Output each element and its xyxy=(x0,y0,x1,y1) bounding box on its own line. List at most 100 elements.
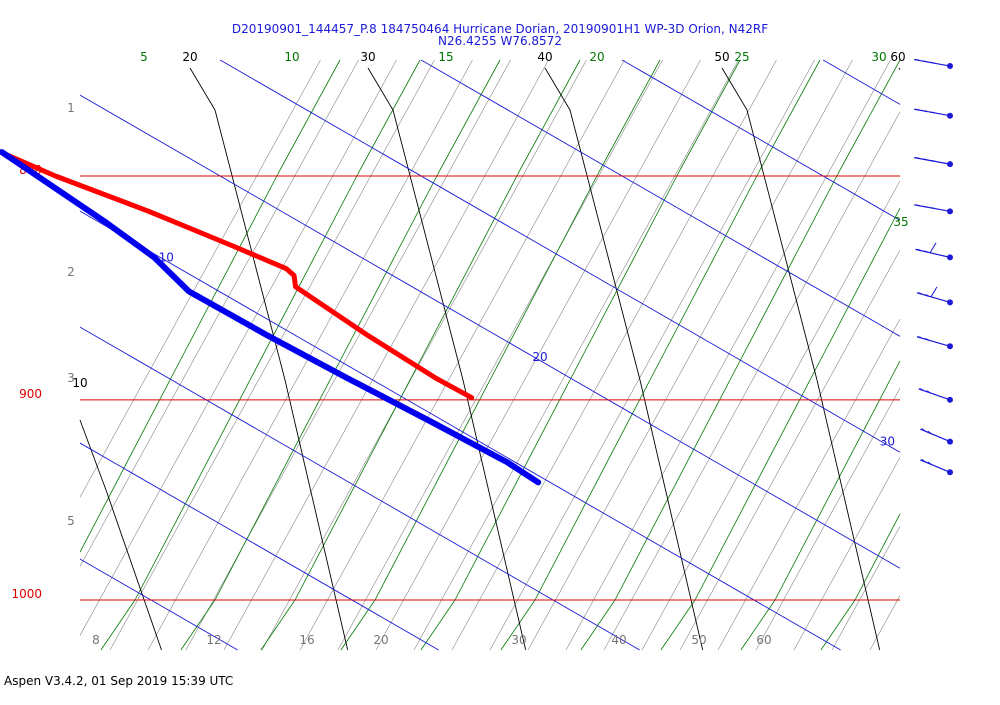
dewpoint-trace xyxy=(0,149,542,486)
pressure-label: 900 xyxy=(19,387,42,401)
moist-adiabat-line xyxy=(214,379,331,601)
mixing-ratio-label: 30 xyxy=(511,633,526,647)
mixing-ratio-line xyxy=(261,59,587,651)
dry-adiabat-line xyxy=(392,109,464,381)
moist-adiabat-line xyxy=(774,379,891,601)
wind-barb-flag xyxy=(925,390,931,394)
pressure-label: 1000 xyxy=(11,587,42,601)
wind-barb xyxy=(916,336,953,350)
mixing-ratio-line xyxy=(375,59,701,651)
dry-adiabat-label: 60 xyxy=(890,50,905,64)
wind-barb-flag xyxy=(925,430,932,435)
mixing-ratio-line xyxy=(489,59,815,651)
moist-adiabat-line xyxy=(329,169,441,381)
moist-adiabat-line xyxy=(454,379,571,601)
dry-adiabat-line xyxy=(105,489,162,651)
moist-adiabat-line xyxy=(519,59,581,171)
wind-barb xyxy=(919,459,953,476)
moist-adiabat-label: 15 xyxy=(438,50,453,64)
moist-adiabat-line xyxy=(759,59,821,171)
dry-adiabat-line xyxy=(544,67,571,111)
moist-adiabat-label: 30 xyxy=(871,50,886,64)
moist-adiabat-line xyxy=(409,169,521,381)
wind-barb-flag xyxy=(914,204,921,207)
wind-barbs xyxy=(914,58,953,476)
dry-adiabat-label: 40 xyxy=(537,50,552,64)
moist-adiabat-line xyxy=(500,599,536,651)
mixing-ratio-line xyxy=(337,59,663,651)
wind-barb-flag xyxy=(916,292,923,295)
moist-adiabat-line xyxy=(854,513,901,601)
isotherm-label: 30 xyxy=(880,435,895,449)
dry-adiabat-line xyxy=(462,379,527,651)
wind-barb-feather xyxy=(929,242,937,253)
mixing-ratio-line xyxy=(755,388,901,651)
wind-barb-flag xyxy=(923,294,930,297)
mixing-ratio-line xyxy=(79,59,359,567)
height-label: 3 xyxy=(67,371,75,385)
isotherm-line xyxy=(79,326,640,651)
moist-adiabat-label: 35 xyxy=(893,215,908,229)
moist-adiabat-label: 20 xyxy=(589,50,604,64)
dry-adiabat-line xyxy=(721,67,748,111)
mixing-ratio-line xyxy=(603,111,901,651)
height-label: 1 xyxy=(67,101,75,115)
moist-adiabat-line xyxy=(889,360,901,381)
wind-barb-staff xyxy=(918,388,951,401)
wind-barb-flag xyxy=(919,428,926,432)
mixing-ratio-label: 50 xyxy=(691,633,706,647)
mixing-ratio-line xyxy=(109,59,435,651)
isotherm-line xyxy=(79,442,439,651)
moist-adiabat-line xyxy=(340,599,376,651)
mixing-ratio-line xyxy=(527,59,853,651)
mixing-ratio-lines xyxy=(79,59,901,651)
moist-adiabat-line xyxy=(359,59,421,171)
wind-barb-flag xyxy=(925,461,932,466)
wind-barb-flag xyxy=(914,59,921,62)
isotherms xyxy=(79,59,901,651)
mixing-ratio-label: 40 xyxy=(611,633,626,647)
wind-barb xyxy=(919,428,953,445)
mixing-ratio-line xyxy=(679,249,901,651)
temperature-trace xyxy=(0,149,475,401)
mixing-ratio-label: 60 xyxy=(756,633,771,647)
wind-barb xyxy=(914,108,953,119)
chart-title: D20190901_144457_P.8 184750464 Hurricane… xyxy=(232,22,768,48)
wind-barb-flag xyxy=(916,336,923,339)
wind-barb-flag xyxy=(923,338,930,341)
wind-barb-flag xyxy=(929,61,936,64)
isotherm-line xyxy=(79,94,901,569)
moist-adiabat-line xyxy=(420,599,456,651)
moist-adiabat-line xyxy=(534,379,651,601)
wind-barb-staff xyxy=(916,292,951,303)
moist-adiabat-line xyxy=(729,169,841,381)
wind-barb xyxy=(915,242,953,261)
dry-adiabat-line xyxy=(284,379,349,651)
isotherm-label: 20 xyxy=(532,350,547,364)
dry-adiabat-label: 20 xyxy=(182,50,197,64)
dry-adiabat-label: 50 xyxy=(714,50,729,64)
height-label: 2 xyxy=(67,265,75,279)
mixing-ratio-line xyxy=(869,595,901,651)
moist-adiabat-line xyxy=(839,59,901,171)
moist-adiabat-line xyxy=(569,169,681,381)
dry-adiabat-line xyxy=(79,419,107,491)
dry-adiabat-label: 30 xyxy=(360,50,375,64)
mixing-ratio-line xyxy=(299,59,625,651)
isotherm-line xyxy=(420,59,901,337)
dry-adiabats xyxy=(79,67,901,651)
wind-barb-flag xyxy=(914,108,921,111)
wind-barb xyxy=(916,286,953,306)
moist-adiabat-line xyxy=(134,379,251,601)
mixing-ratio-line xyxy=(717,318,901,651)
wind-barb-flag xyxy=(919,459,926,463)
wind-barb-flag xyxy=(929,159,936,162)
mixing-ratio-label: 8 xyxy=(92,633,100,647)
moist-adiabat-line xyxy=(100,599,136,651)
dry-adiabat-line xyxy=(639,379,704,651)
dry-adiabat-line xyxy=(189,67,216,111)
moist-adiabat-line xyxy=(374,379,491,601)
isotherm-line xyxy=(822,59,901,105)
